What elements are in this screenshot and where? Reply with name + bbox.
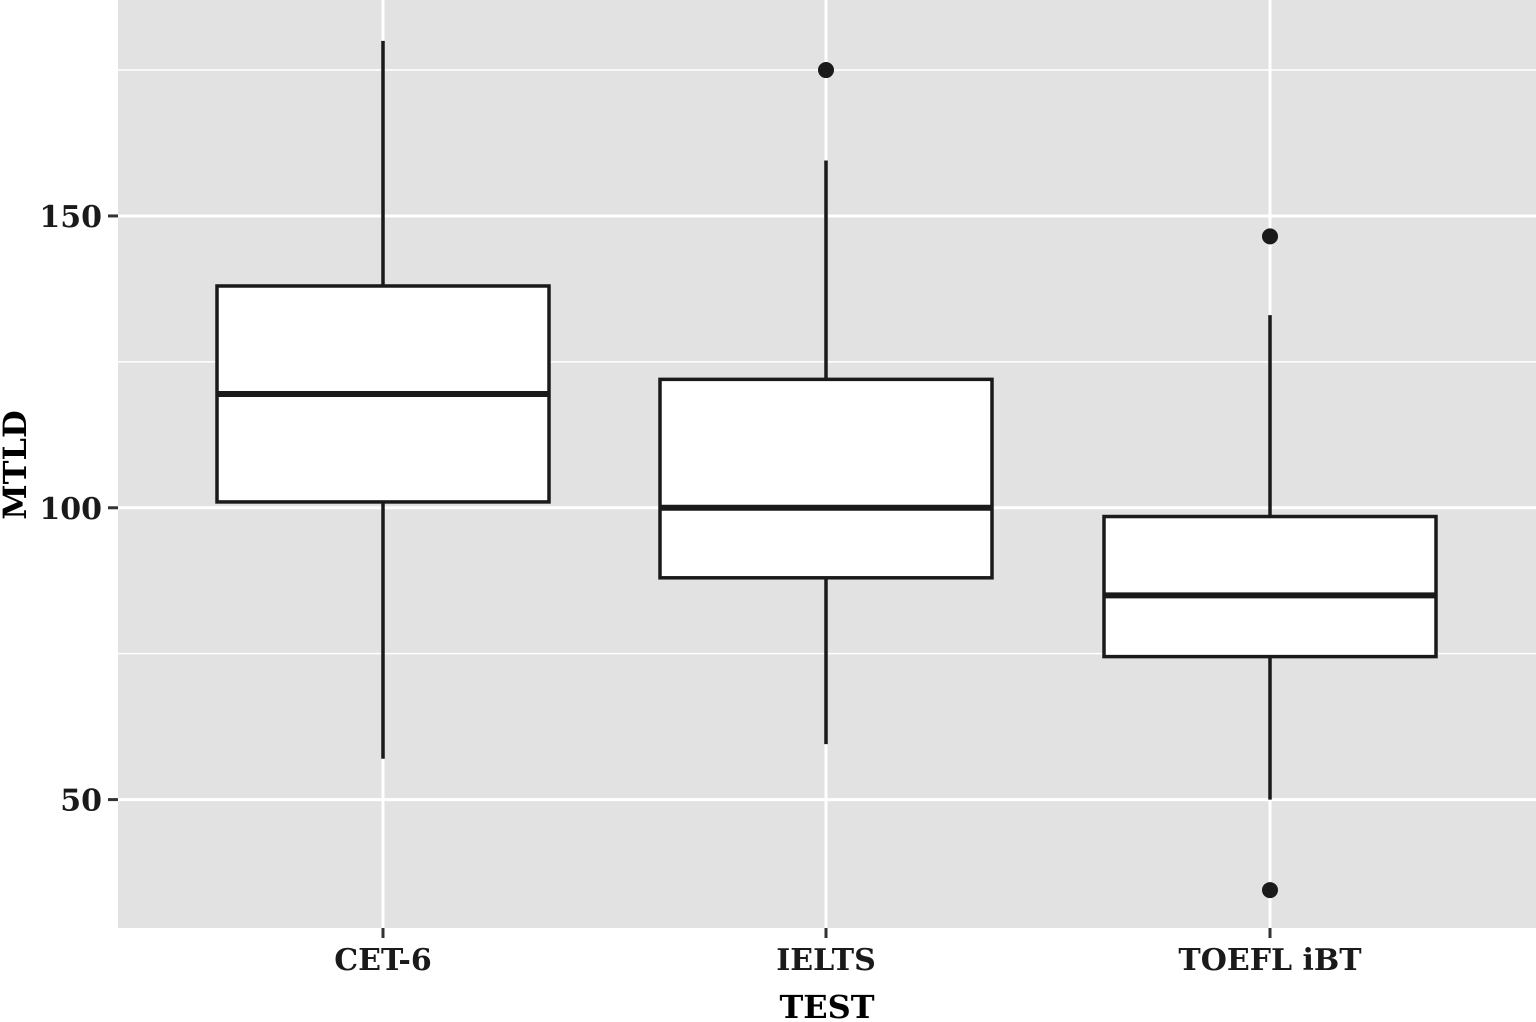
y-tick-label: 50 [60,784,102,819]
outlier-point [818,62,834,79]
x-axis-title: TEST [779,988,874,1022]
x-tick-label: TOEFL iBT [1178,943,1362,978]
outlier-point [1262,882,1278,899]
box-toefl-ibt [1102,228,1438,899]
box-ielts [658,62,994,745]
outlier-point [1262,228,1278,245]
y-axis: 50 100 150 [39,200,118,819]
y-axis-title: MTLD [0,410,34,519]
x-axis: CET-6 IELTS TOEFL iBT [334,928,1362,978]
box-cet-6 [215,40,551,759]
iqr-box [658,377,994,580]
y-tick-label: 150 [39,200,102,235]
iqr-box [1102,514,1438,659]
x-tick-label: IELTS [776,943,876,978]
box-series [215,40,1438,899]
y-tick-label: 100 [39,492,102,527]
x-tick-label: CET-6 [334,943,431,978]
